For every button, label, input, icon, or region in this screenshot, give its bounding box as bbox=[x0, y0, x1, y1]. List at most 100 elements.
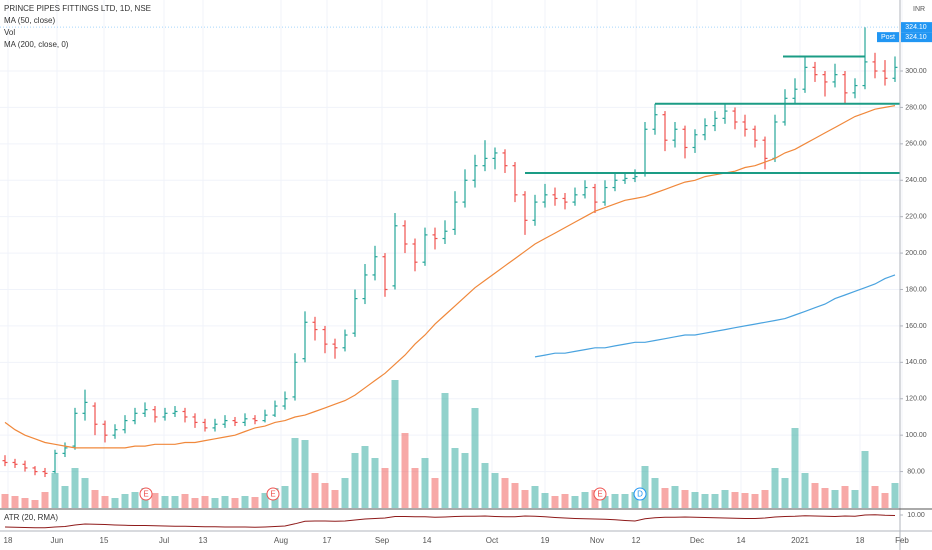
x-tick-label: 14 bbox=[423, 536, 432, 545]
volume-bar bbox=[801, 473, 809, 508]
volume-bar bbox=[291, 438, 299, 508]
event-label: E bbox=[270, 490, 275, 499]
volume-bar bbox=[751, 494, 759, 508]
price-label-name: Post bbox=[881, 34, 895, 41]
volume-bar bbox=[401, 433, 409, 508]
event-label: E bbox=[597, 490, 602, 499]
y-tick-label: 180.00 bbox=[905, 286, 927, 293]
volume-bar bbox=[621, 494, 629, 508]
volume-bar bbox=[871, 486, 879, 508]
volume-bar bbox=[831, 490, 839, 508]
x-tick-label: Aug bbox=[274, 536, 288, 545]
volume-bar bbox=[601, 496, 609, 508]
volume-bar bbox=[301, 440, 309, 508]
volume-bar bbox=[21, 498, 29, 508]
x-tick-label: Dec bbox=[690, 536, 704, 545]
volume-bar bbox=[51, 473, 59, 508]
ma-line bbox=[4, 105, 896, 449]
x-tick-label: Oct bbox=[486, 536, 499, 545]
volume-bar bbox=[541, 493, 549, 508]
volume-bar bbox=[371, 458, 379, 508]
volume-bar bbox=[821, 488, 829, 508]
volume-bar bbox=[321, 483, 329, 508]
volume-bar bbox=[361, 446, 369, 508]
volume-bar bbox=[451, 448, 459, 508]
chart-title: PRINCE PIPES FITTINGS LTD, 1D, NSE bbox=[4, 4, 151, 13]
x-tick-label: 12 bbox=[632, 536, 641, 545]
volume-bar bbox=[531, 486, 539, 508]
volume-bar bbox=[441, 393, 449, 508]
volume-bar bbox=[891, 483, 899, 508]
volume-bar bbox=[11, 496, 19, 508]
event-label: E bbox=[143, 490, 148, 499]
volume-bar bbox=[611, 494, 619, 508]
volume-bar bbox=[861, 451, 869, 508]
volume-bar bbox=[101, 496, 109, 508]
x-tick-label: 19 bbox=[541, 536, 550, 545]
x-tick-label: Jun bbox=[51, 536, 64, 545]
legend-entry[interactable]: MA (200, close, 0) bbox=[4, 40, 69, 49]
volume-bar bbox=[121, 494, 129, 508]
volume-bar bbox=[721, 490, 729, 508]
volume-bar bbox=[381, 468, 389, 508]
x-tick-label: 18 bbox=[856, 536, 865, 545]
volume-bar bbox=[71, 468, 79, 508]
volume-bar bbox=[851, 490, 859, 508]
y-tick-label: 260.00 bbox=[905, 141, 927, 148]
x-tick-label: Sep bbox=[375, 536, 390, 545]
x-tick-label: Feb bbox=[895, 536, 909, 545]
volume-bar bbox=[461, 453, 469, 508]
volume-bar bbox=[31, 500, 39, 508]
volume-bar bbox=[481, 463, 489, 508]
y-tick-label: 220.00 bbox=[905, 214, 927, 221]
y-tick-label: 160.00 bbox=[905, 323, 927, 330]
volume-bar bbox=[731, 492, 739, 508]
volume-bar bbox=[631, 492, 639, 508]
x-tick-label: 15 bbox=[100, 536, 109, 545]
volume-bar bbox=[151, 493, 159, 508]
volume-bar bbox=[41, 492, 49, 508]
volume-bar bbox=[411, 468, 419, 508]
volume-bar bbox=[841, 486, 849, 508]
y-tick-label: 280.00 bbox=[905, 104, 927, 111]
volume-bar bbox=[241, 496, 249, 508]
volume-bar bbox=[691, 492, 699, 508]
event-marker bbox=[593, 487, 607, 501]
legend-entry[interactable]: MA (50, close) bbox=[4, 16, 55, 25]
volume-bar bbox=[471, 408, 479, 508]
volume-bar bbox=[671, 486, 679, 508]
x-tick-label: Jul bbox=[159, 536, 169, 545]
volume-bar bbox=[701, 494, 709, 508]
volume-bar bbox=[781, 478, 789, 508]
volume-bar bbox=[211, 498, 219, 508]
grid bbox=[0, 0, 903, 508]
volume-bar bbox=[561, 494, 569, 508]
volume-bar bbox=[651, 478, 659, 508]
atr-line bbox=[4, 514, 896, 529]
legend-entry[interactable]: Vol bbox=[4, 28, 15, 37]
volume-bar bbox=[171, 496, 179, 508]
volume-bar bbox=[791, 428, 799, 508]
y-tick-label: 80.00 bbox=[907, 468, 925, 475]
volume-bar bbox=[421, 458, 429, 508]
volume-bar bbox=[201, 496, 209, 508]
x-tick-label: 18 bbox=[4, 536, 13, 545]
volume-bar bbox=[181, 494, 189, 508]
volume-bar bbox=[771, 468, 779, 508]
volume-bar bbox=[81, 478, 89, 508]
price-label-tag bbox=[877, 32, 899, 43]
y-tick-label: 240.00 bbox=[905, 177, 927, 184]
volume-bar bbox=[741, 493, 749, 508]
volume-bar bbox=[521, 490, 529, 508]
volume-bar bbox=[261, 493, 269, 508]
volume-bar bbox=[881, 493, 889, 508]
volume-bar bbox=[281, 486, 289, 508]
x-tick-label: 17 bbox=[323, 536, 332, 545]
legend-entry[interactable]: ATR (20, RMA) bbox=[4, 513, 58, 522]
price-label-box bbox=[901, 22, 932, 33]
volume-bar bbox=[131, 492, 139, 508]
event-label: D bbox=[637, 490, 643, 499]
volume-bar bbox=[331, 490, 339, 508]
price-label: 324.10 bbox=[905, 24, 927, 31]
